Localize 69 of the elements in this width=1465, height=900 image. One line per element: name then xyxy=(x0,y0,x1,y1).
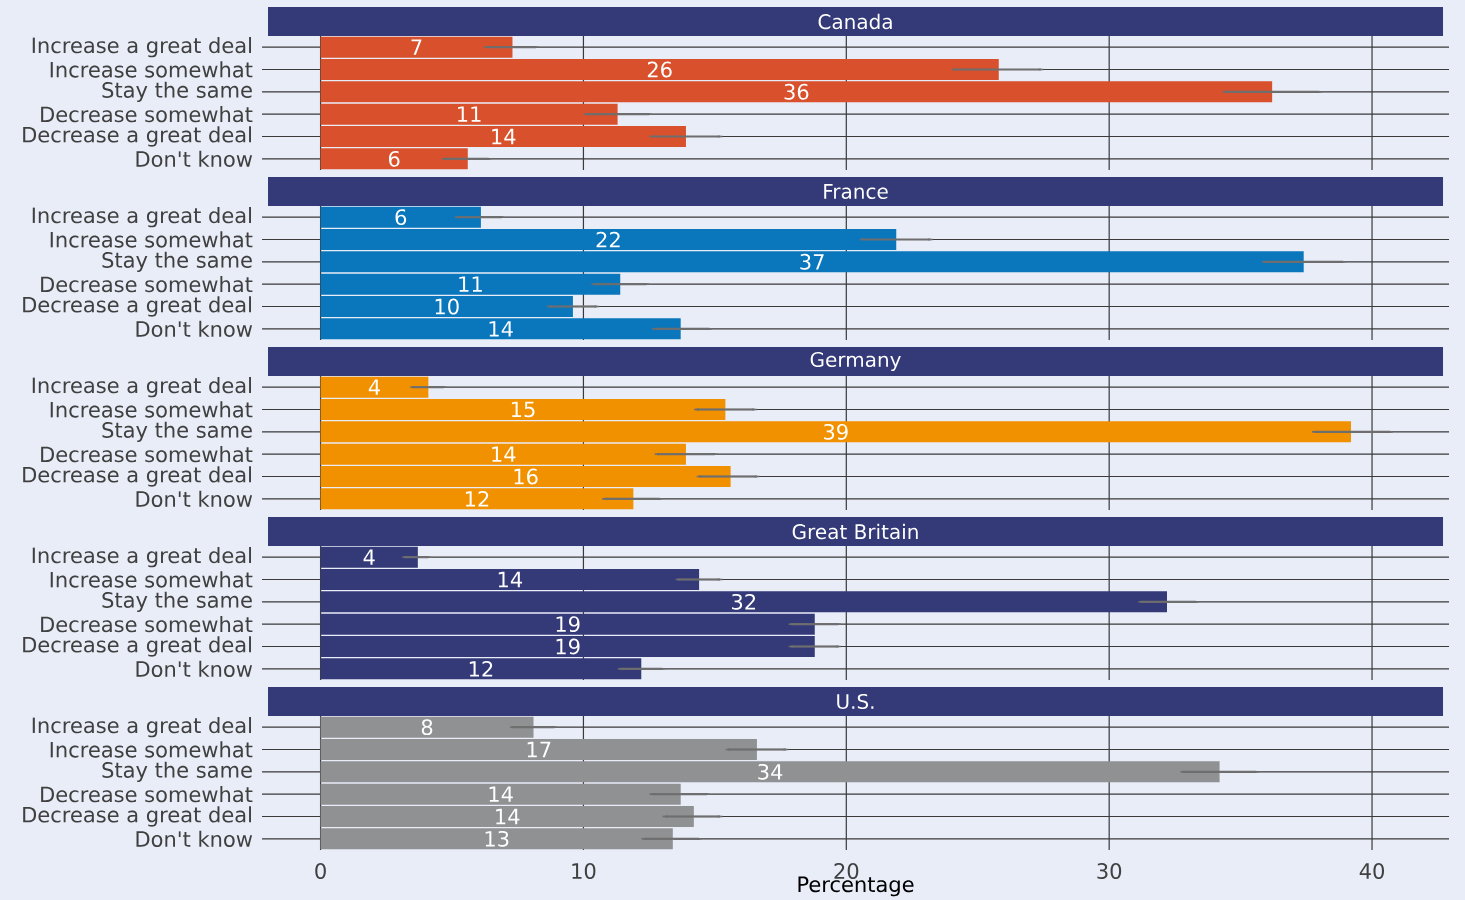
data-label: 32 xyxy=(732,593,756,610)
data-label: 19 xyxy=(556,616,580,633)
data-label: 12 xyxy=(465,491,489,507)
data-label: 26 xyxy=(647,61,672,78)
data-label: 22 xyxy=(596,231,620,248)
data-label: 11 xyxy=(459,276,482,292)
y-tick-label: Don't know xyxy=(136,660,253,677)
data-label: 14 xyxy=(492,446,516,462)
data-label: 14 xyxy=(489,786,513,802)
data-label: 17 xyxy=(527,741,551,758)
y-tick-label: Increase somewhat xyxy=(50,571,253,588)
data-label: 6 xyxy=(388,150,400,167)
y-tick-label: Increase a great deal xyxy=(32,206,251,228)
x-tick-label: 40 xyxy=(1359,863,1384,879)
y-tick-label: Increase a great deal xyxy=(32,376,251,398)
y-tick-label: Decrease a great deal xyxy=(23,806,251,827)
y-tick-label: Stay the same xyxy=(102,81,252,102)
y-tick-label: Stay the same xyxy=(102,761,252,782)
data-label: 7 xyxy=(411,39,422,55)
data-label: 14 xyxy=(496,808,520,825)
data-label: 4 xyxy=(368,379,380,395)
data-label: 14 xyxy=(489,321,513,337)
y-tick-label: Increase somewhat xyxy=(50,401,253,418)
y-tick-label: Decrease somewhat xyxy=(41,276,253,293)
data-label: 10 xyxy=(435,298,459,315)
y-tick-label: Decrease somewhat xyxy=(41,616,253,633)
y-tick-label: Stay the same xyxy=(102,591,252,612)
chart-title: France xyxy=(824,184,888,199)
y-tick-label: Decrease a great deal xyxy=(23,636,251,657)
y-tick-label: Increase somewhat xyxy=(50,741,253,758)
y-tick-label: Stay the same xyxy=(102,251,252,272)
y-tick-label: Increase a great deal xyxy=(32,36,251,58)
y-tick-label: Decrease a great deal xyxy=(23,126,251,147)
chart-title: Canada xyxy=(818,13,892,30)
y-tick-label: Increase a great deal xyxy=(32,716,251,738)
x-tick-label: 10 xyxy=(572,863,596,879)
data-label: 14 xyxy=(498,571,523,588)
data-label: 19 xyxy=(556,638,580,655)
y-tick-label: Don't know xyxy=(136,150,253,167)
x-tick-label: 0 xyxy=(315,863,326,879)
data-label: 39 xyxy=(824,423,848,440)
y-tick-label: Don't know xyxy=(136,830,253,847)
y-tick-label: Don't know xyxy=(136,320,253,337)
chart-title: Great Britain xyxy=(792,523,918,540)
data-label: 36 xyxy=(784,83,809,100)
y-tick-label: Decrease somewhat xyxy=(41,446,253,463)
chart-title: U.S. xyxy=(837,693,874,710)
data-label: 37 xyxy=(800,253,824,270)
y-tick-label: Increase somewhat xyxy=(50,231,253,248)
data-label: 13 xyxy=(485,830,509,847)
y-tick-label: Increase a great deal xyxy=(32,546,251,568)
y-tick-label: Don't know xyxy=(136,490,253,507)
data-label: 4 xyxy=(363,549,375,565)
data-label: 12 xyxy=(469,661,493,677)
data-label: 11 xyxy=(458,106,481,122)
x-tick-label: 30 xyxy=(1097,863,1122,879)
y-tick-label: Decrease a great deal xyxy=(23,296,251,317)
data-label: 16 xyxy=(514,468,538,485)
chart-title: Germany xyxy=(810,351,901,371)
data-label: 6 xyxy=(395,209,407,226)
data-label: 15 xyxy=(511,401,535,418)
data-label: 8 xyxy=(421,719,433,736)
y-tick-label: Decrease somewhat xyxy=(41,106,253,123)
data-label: 34 xyxy=(758,763,783,780)
data-label: 14 xyxy=(492,128,516,145)
y-tick-label: Increase somewhat xyxy=(50,61,253,78)
y-tick-label: Stay the same xyxy=(102,421,252,442)
y-tick-label: Decrease a great deal xyxy=(23,466,251,487)
y-tick-label: Decrease somewhat xyxy=(41,786,253,803)
